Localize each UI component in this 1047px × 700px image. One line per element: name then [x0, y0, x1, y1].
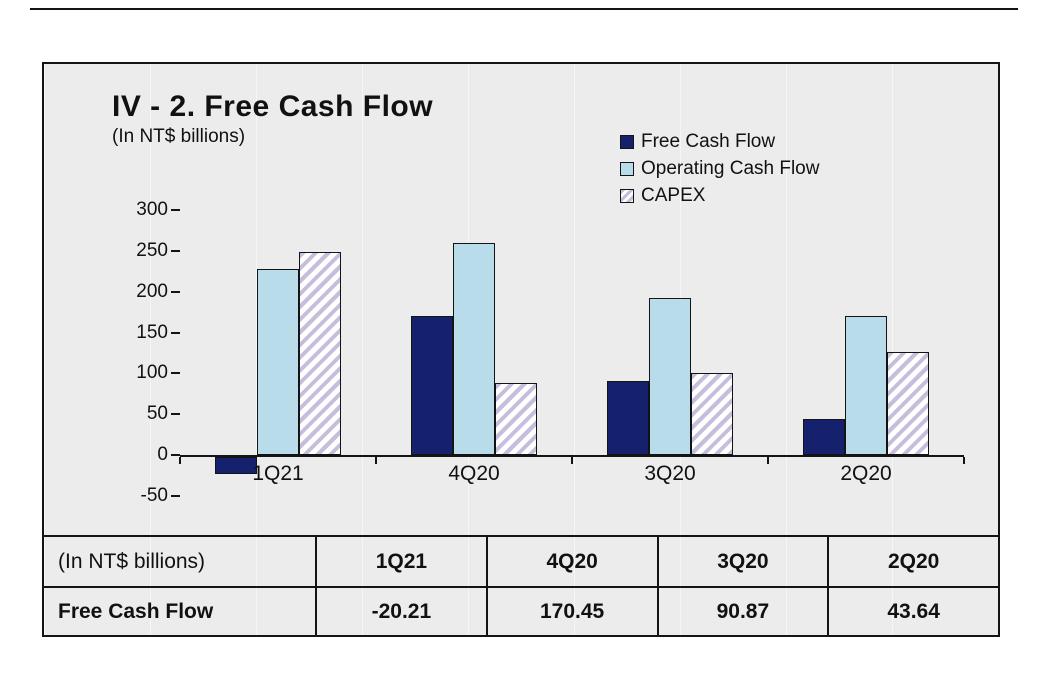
- y-axis-tick-label: 50: [146, 403, 168, 425]
- x-axis-line: [180, 455, 964, 457]
- axis-units-label: (In NT$ billions): [112, 126, 246, 147]
- y-axis-tick-label: 250: [136, 239, 168, 261]
- capex-swatch-icon: [620, 188, 634, 203]
- table-row-label: Free Cash Flow: [44, 586, 315, 635]
- y-axis-tick-label: 100: [136, 362, 168, 384]
- bar-operating-cash-flow: [845, 316, 887, 455]
- x-axis-category-label: 1Q21: [252, 462, 304, 485]
- y-axis-tick-mark: [171, 290, 180, 293]
- x-axis-tick-mark: [179, 457, 181, 464]
- x-axis-category-label: 4Q20: [448, 462, 500, 485]
- x-axis-tick-mark: [571, 457, 573, 464]
- legend-item: CAPEX: [620, 182, 819, 209]
- y-axis-tick-label: -50: [140, 484, 168, 506]
- y-axis-tick-label: 200: [136, 280, 168, 302]
- bar-capex: [299, 252, 341, 455]
- y-axis-tick-label: 0: [157, 444, 168, 465]
- table-value-1q21: -20.21: [315, 586, 486, 635]
- operating-cash-flow-swatch-icon: [620, 161, 634, 176]
- free-cash-flow-swatch-icon: [620, 134, 634, 149]
- table-header-units: (In NT$ billions): [58, 549, 206, 573]
- bar-operating-cash-flow: [453, 243, 495, 455]
- y-axis-tick-mark: [171, 413, 180, 416]
- summary-table: (In NT$ billions) 1Q21 4Q20 3Q20 2Q20 Fr…: [44, 535, 998, 635]
- y-axis-tick-label: 150: [136, 321, 168, 343]
- table-value-4q20: 170.45: [485, 586, 657, 635]
- table-header-quarter: 4Q20: [485, 537, 657, 586]
- bar-operating-cash-flow: [257, 268, 299, 455]
- table-value-2q20: 43.64: [827, 586, 998, 635]
- bar-capex: [887, 352, 929, 455]
- table-value-3q20: 90.87: [656, 586, 828, 635]
- y-axis-tick-mark: [171, 454, 180, 456]
- legend: Free Cash Flow Operating Cash Flow CAPEX: [620, 128, 819, 209]
- x-axis-category-label: 2Q20: [840, 462, 892, 485]
- y-axis-tick-mark: [171, 249, 180, 252]
- x-axis-category-label: 3Q20: [644, 462, 696, 485]
- bar-free-cash-flow: [411, 315, 453, 455]
- x-axis-tick-mark: [963, 457, 965, 464]
- legend-label: Free Cash Flow: [641, 131, 776, 152]
- legend-label: Operating Cash Flow: [641, 158, 820, 179]
- table-header-quarter: 2Q20: [827, 537, 998, 586]
- top-divider-rule: [30, 8, 1018, 10]
- table-header-quarter: 3Q20: [656, 537, 828, 586]
- legend-item: Free Cash Flow: [620, 128, 819, 155]
- bar-operating-cash-flow: [649, 298, 691, 455]
- table-header-quarter: 1Q21: [315, 537, 486, 586]
- y-axis-tick-mark: [171, 494, 180, 497]
- bar-capex: [495, 383, 537, 455]
- x-axis-tick-mark: [375, 457, 377, 464]
- y-axis-tick-mark: [171, 372, 180, 375]
- bar-free-cash-flow: [607, 380, 649, 455]
- bar-free-cash-flow: [215, 457, 257, 474]
- bar-capex: [691, 373, 733, 455]
- bar-free-cash-flow: [803, 419, 845, 455]
- free-cash-flow-panel: IV - 2. Free Cash Flow (In NT$ billions)…: [42, 62, 1000, 637]
- y-axis-tick-label: 300: [136, 199, 168, 220]
- legend-item: Operating Cash Flow: [620, 155, 819, 182]
- y-axis-tick-mark: [171, 209, 180, 211]
- plot-area: 300 250 200 150 100 50 0 -50 1Q21 4Q20 3Q20 2Q20: [136, 199, 965, 510]
- x-axis-tick-mark: [767, 457, 769, 464]
- page-title: IV - 2. Free Cash Flow: [112, 90, 434, 123]
- y-axis-tick-mark: [171, 331, 180, 334]
- legend-label: CAPEX: [641, 185, 706, 206]
